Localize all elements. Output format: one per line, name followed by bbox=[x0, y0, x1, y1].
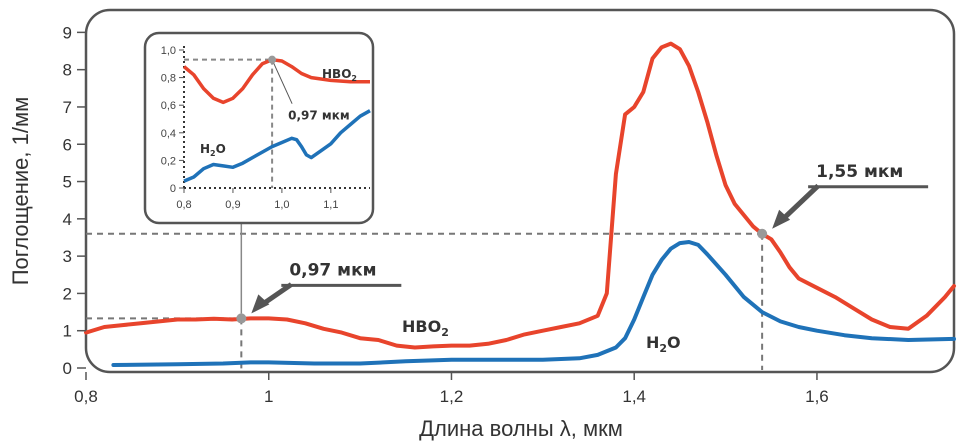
inset-plot: 0 0,2 0,4 0,6 0,8 1,0 0,8 0,9 1,0 1,1 0,97 мкм HBO2… bbox=[161, 45, 371, 211]
callout-label: 1,55 мкм bbox=[816, 162, 903, 182]
inset-marker-point bbox=[268, 55, 277, 64]
inset-y-tick-label: 0,2 bbox=[161, 155, 176, 167]
inset-y-tick-label: 0 bbox=[170, 183, 176, 195]
hbo2-label: HBO2 bbox=[402, 317, 449, 339]
inset-h2o-line bbox=[183, 109, 371, 183]
inset-y-tick-label: 1,0 bbox=[161, 45, 176, 57]
x-axis-title: Длина волны λ, мкм bbox=[419, 416, 623, 441]
x-tick-label: 1,4 bbox=[622, 387, 646, 406]
marker-point bbox=[757, 228, 768, 239]
y-tick-label: 4 bbox=[63, 210, 72, 229]
x-tick-label: 1,6 bbox=[805, 387, 829, 406]
inset-y-tick-label: 0,4 bbox=[161, 128, 176, 140]
inset-x-tick-label: 1,0 bbox=[274, 199, 289, 211]
y-tick-label: 6 bbox=[63, 135, 72, 154]
inset-x-tick-label: 0,9 bbox=[225, 199, 240, 211]
h2o-label: H2O bbox=[646, 333, 681, 355]
callout-arrow-head bbox=[251, 294, 270, 314]
x-tick-label: 1,2 bbox=[440, 387, 464, 406]
inset-hbo2-line bbox=[182, 57, 370, 105]
callout-label: 0,97 мкм bbox=[289, 260, 376, 280]
callout-arrow-head bbox=[772, 209, 791, 229]
plot-frame bbox=[84, 8, 956, 374]
inset-callout-line bbox=[271, 59, 293, 104]
inset-callout-label: 0,97 мкм bbox=[288, 109, 350, 123]
annotation-callout: 1,55 мкм bbox=[772, 162, 929, 229]
y-tick-label: 1 bbox=[63, 322, 72, 341]
annotation-callout: 0,97 мкм bbox=[251, 260, 402, 314]
inset-x-tick-label: 0,8 bbox=[176, 199, 191, 211]
inset-x-tick-label: 1,1 bbox=[323, 199, 338, 211]
plot-guides bbox=[86, 223, 764, 370]
axes: 0 1 2 3 4 5 6 7 8 9 0,8 1 1,2 1,4 1,6 bbox=[63, 23, 829, 406]
inset-chart: 0 0,2 0,4 0,6 0,8 1,0 0,8 0,9 1,0 1,1 0,97 мкм HBO2… bbox=[143, 31, 375, 225]
annotations: 0,97 мкм 1,55 мкм HBO2 H2O bbox=[236, 162, 929, 355]
inset-y-tick-label: 0,6 bbox=[161, 100, 176, 112]
y-tick-label: 7 bbox=[63, 98, 72, 117]
marker-point bbox=[236, 313, 247, 324]
y-tick-label: 9 bbox=[63, 23, 72, 42]
callout-arrow-shaft bbox=[778, 183, 820, 224]
x-tick-label: 1 bbox=[264, 387, 273, 406]
x-tick-label: 0,8 bbox=[74, 387, 98, 406]
inset-h2o-label: H2O bbox=[200, 142, 226, 158]
y-tick-label: 2 bbox=[63, 284, 72, 303]
y-tick-label: 5 bbox=[63, 173, 72, 192]
inset-hbo2-label: HBO2 bbox=[322, 67, 357, 83]
series-layer bbox=[84, 41, 956, 367]
y-tick-label: 8 bbox=[63, 61, 72, 80]
inset-frame bbox=[143, 31, 375, 225]
series-hbo2-line bbox=[84, 41, 956, 350]
y-axis-title: Поглощение, 1/мм bbox=[8, 97, 33, 286]
y-tick-label: 3 bbox=[63, 247, 72, 266]
y-tick-label: 0 bbox=[63, 359, 72, 378]
series-h2o-line bbox=[111, 240, 956, 367]
inset-y-tick-label: 0,8 bbox=[161, 73, 176, 85]
